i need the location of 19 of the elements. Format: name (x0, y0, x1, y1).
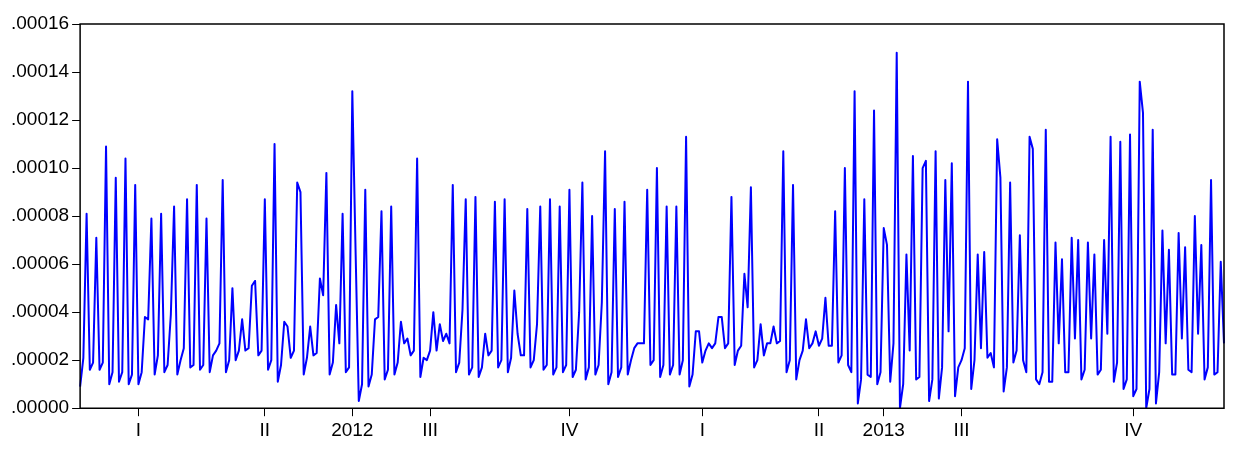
x-tick-label: II (813, 418, 825, 440)
y-tick-label: .00002 (10, 348, 70, 370)
x-tick-label: IV (560, 418, 579, 440)
x-tick-label: III (422, 418, 439, 440)
y-tick-label: .00004 (10, 300, 70, 322)
y-tick-label: .00014 (10, 60, 70, 82)
x-tick-label: 2012 (331, 418, 374, 440)
y-tick-label: .00010 (10, 156, 70, 178)
x-tick-label: IV (1124, 418, 1143, 440)
x-tick-label: 2013 (862, 418, 905, 440)
y-tick-label: .00012 (10, 108, 70, 130)
x-tick-label: III (953, 418, 970, 440)
x-tick-label: I (135, 418, 142, 440)
x-tick-label: I (699, 418, 705, 440)
y-tick-label: .00016 (10, 12, 70, 34)
y-tick-label: .00008 (10, 204, 70, 226)
x-tick-label: II (259, 418, 271, 440)
y-tick-label: .00000 (10, 396, 70, 418)
y-tick-label: .00006 (10, 252, 70, 274)
